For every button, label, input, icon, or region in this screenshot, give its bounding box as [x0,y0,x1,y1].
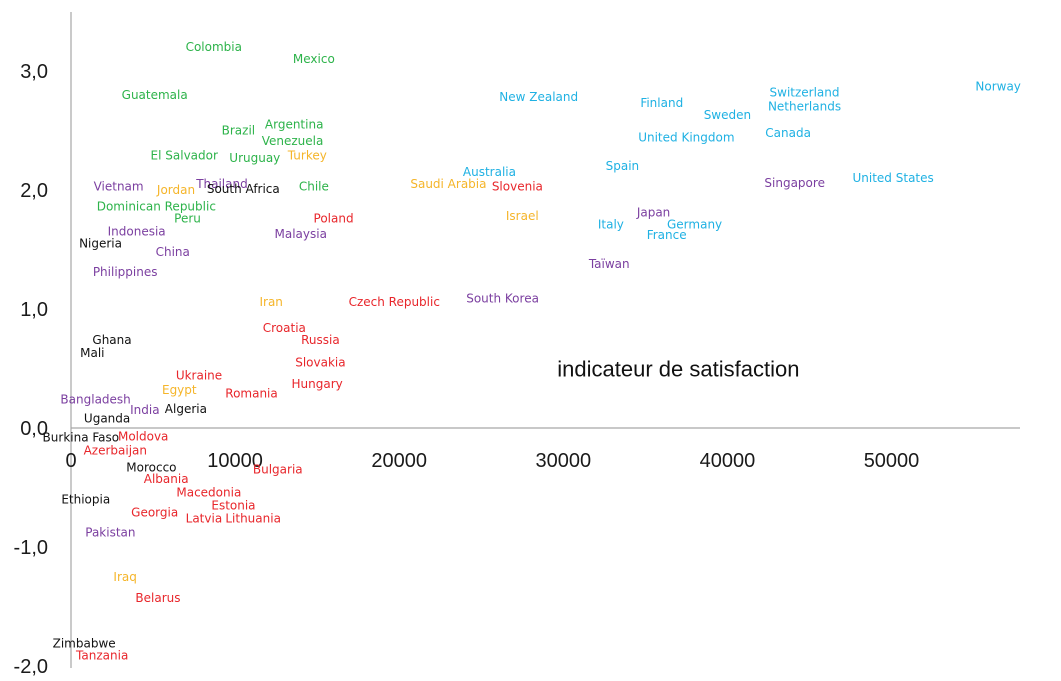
y-tick-labels: 3,0 2,0 1,0 0,0 -1,0 -2,0 [14,61,48,678]
y-tick-label: -1,0 [14,537,48,559]
point-label: United Kingdom [638,131,734,145]
point-label: France [647,228,687,242]
point-label: Peru [174,212,201,226]
point-label: Nigeria [79,237,122,251]
point-label: Lithuania [225,511,281,525]
point-label: Brazil [222,124,256,138]
point-label: Burkina Faso [43,431,120,445]
point-label: Chile [299,179,329,193]
point-label: Thailand [195,177,248,191]
point-label: Spain [606,159,640,173]
y-tick-label: -2,0 [14,656,48,678]
country-labels: Colombia Mexico Guatemala Brazil Argentina Ve… [43,40,1021,662]
point-label: Macedonia [176,485,241,499]
point-label: Iran [259,295,282,309]
point-label: Australia [463,165,516,179]
y-tick-label: 3,0 [20,61,48,83]
point-label: Switzerland [770,85,840,99]
point-label: Finland [640,96,683,110]
point-label: Zimbabwe [53,636,116,650]
point-label: Georgia [131,505,178,519]
point-label: Poland [314,212,354,226]
point-label: Vietnam [94,179,144,193]
point-label: Morocco [126,460,176,474]
point-label: Ukraine [176,369,222,383]
point-label: Canada [765,126,811,140]
point-label: South Africa [207,182,280,196]
x-tick-label: 50000 [864,450,920,472]
point-label: South Korea [466,291,539,305]
point-label: Moldova [118,429,168,443]
y-tick-label: 2,0 [20,180,48,202]
point-label: Belarus [135,591,180,605]
point-label: Ghana [92,333,131,347]
point-label: Sweden [704,108,751,122]
x-tick-label: 10000 [207,450,263,472]
point-label: Saudi Arabia [410,177,486,191]
point-label: Singapore [764,176,825,190]
point-label: Germany [667,218,722,232]
point-label: Israel [506,209,539,223]
point-label: Azerbaijan [84,444,147,458]
point-label: Czech Republic [349,295,440,309]
point-label: Taïwan [588,257,630,271]
point-label: Algeria [165,402,207,416]
point-label: Guatemala [122,88,188,102]
point-label: Egypt [162,383,197,397]
point-label: Mexico [293,52,335,66]
x-tick-label: 0 [65,450,76,472]
point-label: Bangladesh [60,392,130,406]
point-label: Colombia [186,40,242,54]
point-label: Venezuela [262,134,324,148]
x-tick-labels: 0 10000 20000 30000 40000 50000 [65,450,919,472]
point-label: Hungary [292,377,343,391]
point-label: Slovenia [492,179,543,193]
point-label: Malaysia [275,227,327,241]
point-label: India [130,403,159,417]
point-label: Pakistan [85,526,135,540]
point-label: Albania [144,472,189,486]
point-label: Mali [80,346,104,360]
x-tick-label: 40000 [700,450,756,472]
point-label: New Zealand [499,90,578,104]
point-label: Ethiopia [61,492,110,506]
y-tick-label: 0,0 [20,418,48,440]
chart-annotation: indicateur de satisfaction [557,357,799,382]
point-label: Uruguay [229,151,280,165]
point-label: Turkey [287,148,327,162]
point-label: Estonia [211,498,255,512]
point-label: Philippines [93,265,158,279]
point-label: Iraq [113,570,136,584]
point-label: Slovakia [295,356,345,370]
point-label: Bulgaria [253,463,303,477]
y-tick-label: 1,0 [20,299,48,321]
point-label: Romania [225,386,277,400]
point-label: United States [853,171,934,185]
x-tick-label: 30000 [535,450,591,472]
point-label: Dominican Republic [97,200,216,214]
point-label: Italy [598,218,624,232]
point-label: Jordan [156,183,195,197]
point-label: Netherlands [768,100,841,114]
x-tick-label: 20000 [371,450,427,472]
point-label: El Salvador [151,148,218,162]
point-label: Japan [636,206,670,220]
point-label: Tanzania [75,648,128,662]
point-label: Croatia [263,321,306,335]
point-label: Latvia [186,511,223,525]
point-label: Russia [301,333,340,347]
point-label: China [156,245,190,259]
point-label: Indonesia [108,225,166,239]
point-label: Norway [975,79,1021,93]
point-label: Uganda [84,411,130,425]
point-label: Argentina [265,118,324,132]
